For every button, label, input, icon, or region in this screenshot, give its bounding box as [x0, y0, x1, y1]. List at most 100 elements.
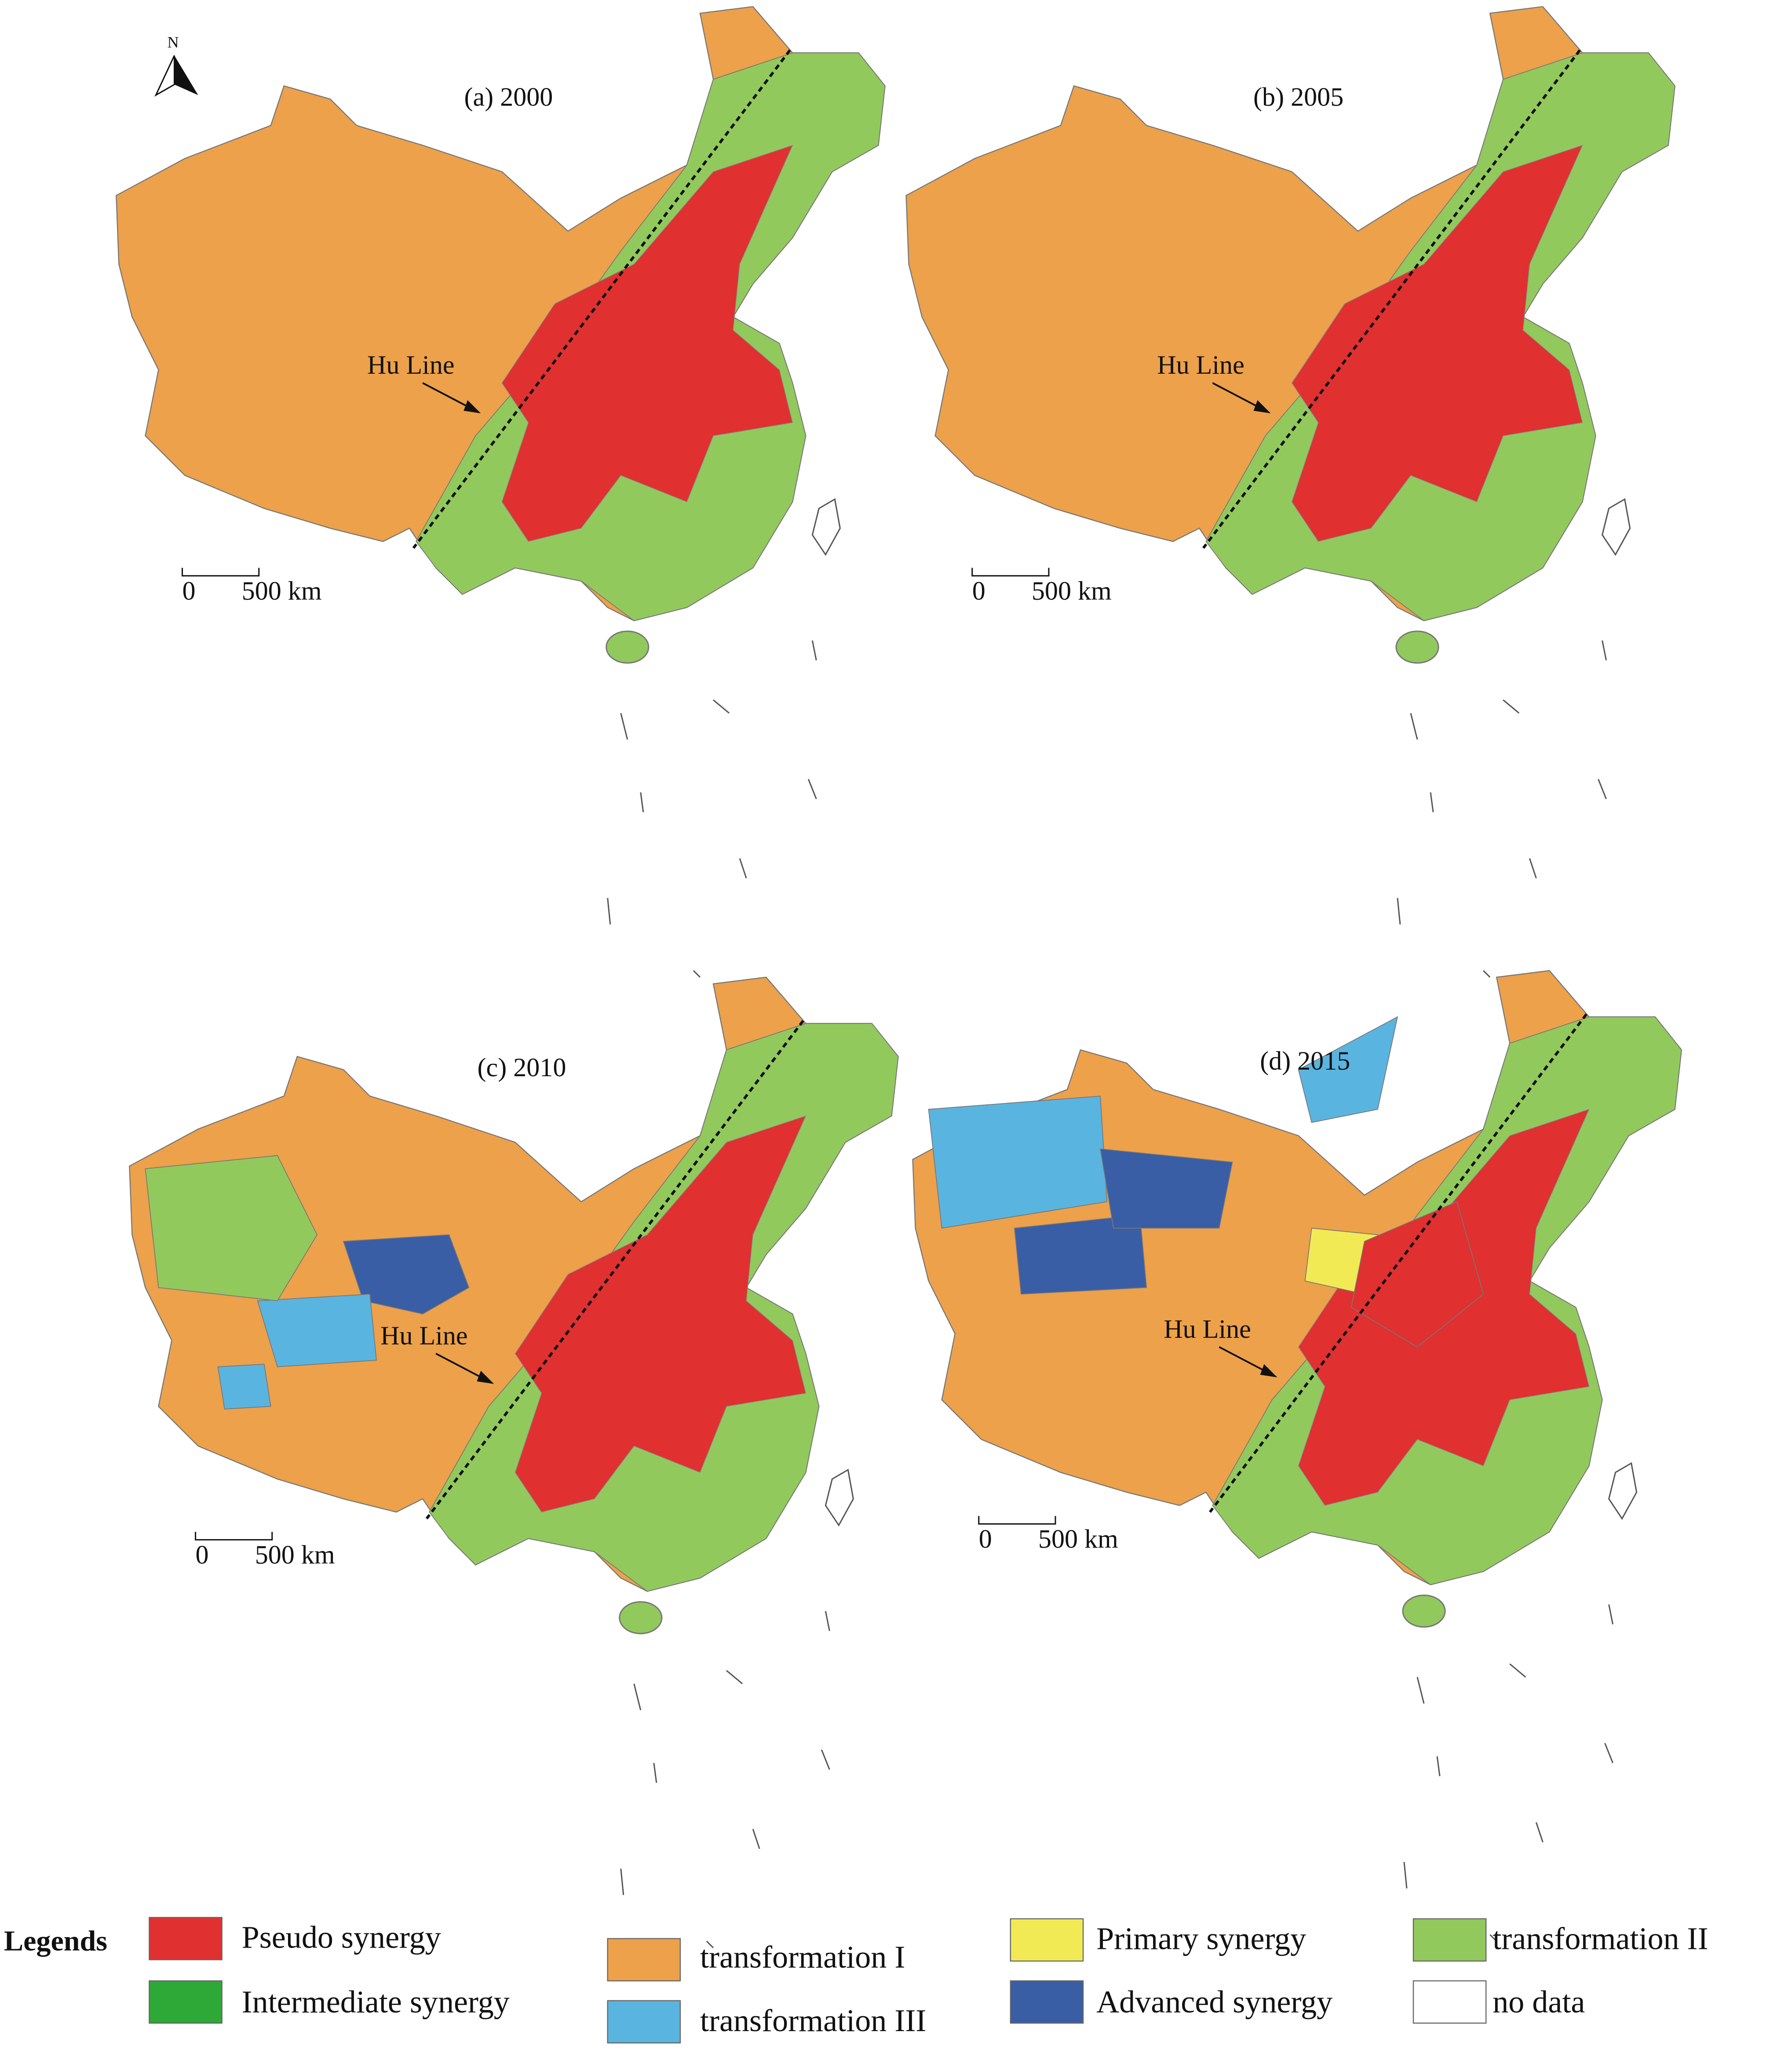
- legend: Legends Pseudo synergy Intermediate synerg…: [4, 1917, 1708, 2044]
- legend-label: transformation III: [700, 2003, 926, 2038]
- scale-zero: 0: [979, 1524, 992, 1553]
- sea-boundary: [726, 1670, 743, 1684]
- taiwan: [1608, 1462, 1638, 1520]
- region: [928, 1096, 1108, 1229]
- hu-line-label: Hu Line: [1164, 1314, 1251, 1344]
- legend-swatch: [1010, 1918, 1084, 1962]
- sea-boundary: [752, 1828, 760, 1849]
- legend-label: Primary synergy: [1096, 1921, 1306, 1956]
- region: [217, 1363, 271, 1410]
- region: [1350, 1201, 1484, 1347]
- region: [1100, 1148, 1233, 1229]
- sea-boundary: [1509, 1663, 1526, 1678]
- sea-boundary: [739, 858, 747, 879]
- sea-boundary: [1503, 699, 1520, 714]
- sea-boundary: [706, 1941, 714, 1948]
- map-panel: Hu Line (a) 2000 0 500 km: [116, 6, 886, 978]
- region: [257, 1293, 377, 1367]
- sea-boundary: [1535, 1822, 1544, 1843]
- region: [1298, 1016, 1398, 1123]
- region: [145, 1155, 318, 1301]
- sea-boundary: [693, 970, 701, 978]
- sea-boundary: [607, 898, 611, 925]
- sea-boundary: [1489, 1934, 1497, 1942]
- legend-swatch: [607, 1938, 681, 1981]
- sea-boundary: [633, 1683, 642, 1711]
- sea-boundary: [811, 640, 817, 661]
- legend-swatch: [1010, 1980, 1084, 2024]
- scale-zero: 0: [182, 576, 196, 605]
- scale-zero: 0: [972, 576, 985, 605]
- sea-boundary: [1403, 1862, 1408, 1889]
- sea-boundary: [825, 1611, 830, 1631]
- sea-boundary: [1608, 1604, 1614, 1624]
- core-region: [501, 145, 793, 542]
- scale-bar: [971, 568, 1050, 577]
- hu-arrowhead: [477, 1370, 494, 1384]
- hu-line: [1209, 1013, 1588, 1513]
- sea-boundary: [1430, 792, 1434, 812]
- hu-arrowhead: [1260, 1364, 1277, 1377]
- sea-boundary: [821, 1749, 830, 1770]
- panel-title: (b) 2005: [1253, 82, 1343, 111]
- legend-swatch: [607, 2000, 681, 2044]
- region: [1014, 1214, 1147, 1295]
- hainan: [619, 1601, 663, 1635]
- hu-line: [412, 49, 791, 549]
- sea-boundary: [1602, 640, 1607, 661]
- sea-boundary: [1598, 779, 1607, 799]
- sea-boundary: [1436, 1756, 1441, 1777]
- hainan: [1402, 1595, 1446, 1628]
- hu-line-label: Hu Line: [367, 350, 455, 379]
- hainan: [1395, 630, 1439, 664]
- sea-boundary: [713, 699, 730, 714]
- sea-boundary: [1397, 898, 1401, 925]
- sea-boundary: [807, 779, 817, 799]
- panel-title: (d) 2015: [1260, 1046, 1350, 1075]
- sea-boundary: [1529, 858, 1537, 879]
- map-panel: Hu Line (c) 2010 0 500 km: [129, 976, 899, 1948]
- legend-label: no data: [1493, 1985, 1585, 2020]
- legend-swatch: [149, 1917, 223, 1960]
- north-arrow: N: [154, 33, 198, 97]
- hu-line: [1202, 49, 1581, 549]
- legend-title: Legends: [4, 1925, 107, 1957]
- legend-label: transformation I: [700, 1940, 905, 1975]
- scale-label: 500 km: [1038, 1524, 1118, 1553]
- sea-boundary: [620, 713, 628, 740]
- scale-label: 500 km: [255, 1540, 335, 1569]
- taiwan: [811, 498, 841, 556]
- sea-boundary: [640, 792, 644, 812]
- sea-boundary: [1483, 970, 1491, 978]
- region: [343, 1234, 470, 1315]
- hainan: [606, 630, 650, 664]
- panel-title: (c) 2010: [478, 1052, 566, 1082]
- hu-arrowhead: [1253, 400, 1271, 414]
- sea-boundary: [653, 1762, 657, 1783]
- hu-line-label: Hu Line: [380, 1321, 468, 1350]
- scale-zero: 0: [196, 1540, 209, 1569]
- sea-boundary: [1416, 1677, 1425, 1704]
- panel-title: (a) 2000: [464, 82, 553, 111]
- sea-boundary: [1604, 1743, 1613, 1763]
- scale-label: 500 km: [1032, 576, 1112, 605]
- hu-arrowhead: [463, 400, 481, 414]
- hu-line-label: Hu Line: [1157, 350, 1244, 379]
- legend-label: Pseudo synergy: [242, 1920, 441, 1955]
- north-label: N: [167, 33, 179, 51]
- legend-label: Intermediate synergy: [242, 1985, 510, 2020]
- legend-swatch: [149, 1980, 223, 2024]
- map-panel: Hu Line (b) 2005 0 500 km: [905, 6, 1675, 978]
- legend-swatch: [1412, 1980, 1487, 2024]
- legend-label: transformation II: [1493, 1921, 1708, 1956]
- map-panel: Hu Line (d) 2015 0 500 km: [912, 970, 1682, 1942]
- scale-bar: [195, 1532, 273, 1540]
- taiwan: [825, 1468, 854, 1527]
- sea-boundary: [620, 1868, 624, 1895]
- scale-bar: [182, 568, 260, 577]
- scale-label: 500 km: [242, 576, 322, 605]
- taiwan: [1601, 498, 1631, 556]
- core-region: [1291, 145, 1583, 542]
